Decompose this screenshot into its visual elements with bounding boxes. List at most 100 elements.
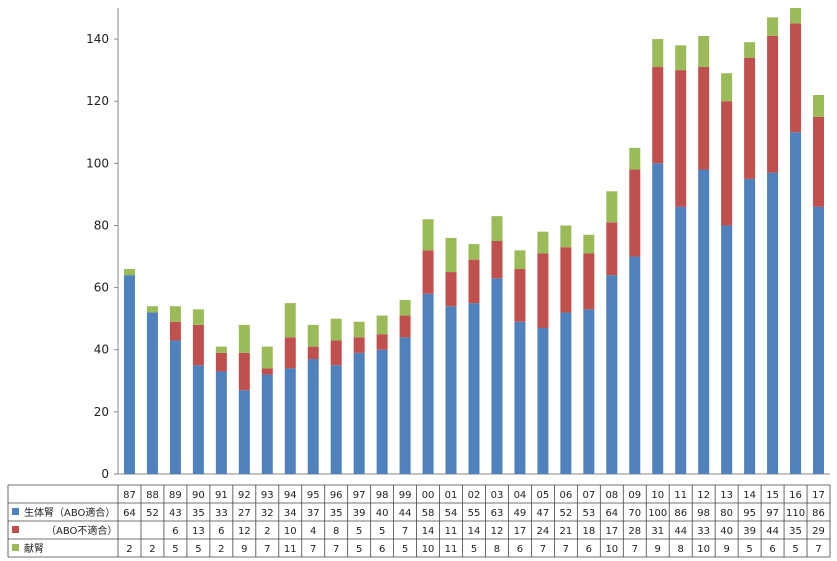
data-label-00-series-2: 10 bbox=[422, 544, 435, 555]
bar-segment-93-series-2 bbox=[261, 346, 273, 369]
data-label-11-series-2: 8 bbox=[678, 544, 684, 555]
data-label-88-series-2: 2 bbox=[149, 544, 155, 555]
data-label-16-series-2: 5 bbox=[792, 544, 798, 555]
legend-label-series-2: 献腎 bbox=[24, 542, 44, 555]
bar-segment-90-series-0 bbox=[192, 365, 204, 474]
data-label-17-series-2: 7 bbox=[815, 544, 821, 555]
bar-segment-13-series-0 bbox=[721, 225, 733, 474]
y-tick-label: 60 bbox=[94, 281, 109, 295]
data-label-97-series-2: 5 bbox=[356, 544, 362, 555]
data-label-03-series-1: 12 bbox=[491, 526, 504, 537]
data-label-03-series-2: 8 bbox=[494, 544, 500, 555]
bar-segment-96-series-1 bbox=[330, 340, 342, 366]
bar-segment-93-series-0 bbox=[261, 374, 273, 474]
x-category-label: 97 bbox=[353, 490, 366, 501]
data-label-10-series-0: 100 bbox=[648, 508, 667, 519]
data-label-92-series-2: 9 bbox=[241, 544, 247, 555]
data-label-93-series-1: 2 bbox=[264, 526, 270, 537]
data-label-11-series-1: 44 bbox=[674, 526, 687, 537]
data-label-05-series-1: 24 bbox=[537, 526, 550, 537]
data-label-90-series-0: 35 bbox=[192, 508, 205, 519]
bar-segment-94-series-1 bbox=[284, 337, 296, 369]
bar-segment-17-series-1 bbox=[813, 116, 825, 207]
data-label-06-series-0: 52 bbox=[560, 508, 573, 519]
data-label-95-series-1: 4 bbox=[310, 526, 316, 537]
data-label-87-series-2: 2 bbox=[126, 544, 132, 555]
data-label-93-series-0: 32 bbox=[261, 508, 274, 519]
bar-segment-05-series-0 bbox=[537, 327, 549, 474]
data-label-00-series-0: 58 bbox=[422, 508, 435, 519]
data-label-90-series-1: 13 bbox=[192, 526, 205, 537]
bar-segment-00-series-2 bbox=[422, 219, 434, 251]
data-label-01-series-1: 11 bbox=[445, 526, 458, 537]
bar-segment-09-series-1 bbox=[629, 169, 641, 257]
bar-segment-02-series-1 bbox=[468, 259, 480, 304]
bar-segment-98-series-2 bbox=[376, 315, 388, 335]
data-label-99-series-2: 5 bbox=[402, 544, 408, 555]
bar-segment-11-series-1 bbox=[675, 70, 687, 207]
bar-segment-14-series-1 bbox=[744, 57, 756, 179]
data-label-89-series-0: 43 bbox=[169, 508, 182, 519]
data-label-15-series-1: 44 bbox=[766, 526, 779, 537]
bar-segment-01-series-0 bbox=[445, 306, 457, 474]
bar-segment-14-series-0 bbox=[744, 178, 756, 474]
data-label-95-series-0: 37 bbox=[307, 508, 320, 519]
bar-segment-03-series-1 bbox=[491, 241, 503, 279]
x-category-label: 87 bbox=[123, 490, 136, 501]
bar-segment-01-series-2 bbox=[445, 237, 457, 273]
bar-segment-07-series-1 bbox=[583, 253, 595, 310]
x-category-label: 07 bbox=[582, 490, 595, 501]
data-label-94-series-0: 34 bbox=[284, 508, 297, 519]
data-label-90-series-2: 5 bbox=[195, 544, 201, 555]
y-tick-label: 140 bbox=[86, 32, 109, 46]
data-label-02-series-2: 5 bbox=[471, 544, 477, 555]
bar-segment-04-series-2 bbox=[514, 250, 526, 269]
x-category-label: 14 bbox=[743, 490, 756, 501]
data-label-13-series-2: 9 bbox=[723, 544, 729, 555]
data-label-08-series-0: 64 bbox=[605, 508, 618, 519]
legend-swatch-series-1 bbox=[12, 526, 19, 533]
data-label-03-series-0: 63 bbox=[491, 508, 504, 519]
bar-segment-08-series-1 bbox=[606, 222, 618, 276]
bar-segment-03-series-2 bbox=[491, 216, 503, 241]
x-category-label: 11 bbox=[674, 490, 687, 501]
bar-segment-12-series-0 bbox=[698, 169, 710, 474]
x-category-label: 93 bbox=[261, 490, 274, 501]
data-label-91-series-1: 6 bbox=[218, 526, 224, 537]
bar-segment-98-series-0 bbox=[376, 349, 388, 474]
bar-segment-01-series-1 bbox=[445, 272, 457, 307]
data-label-07-series-2: 6 bbox=[586, 544, 592, 555]
data-label-16-series-1: 35 bbox=[789, 526, 802, 537]
data-label-06-series-1: 21 bbox=[560, 526, 573, 537]
bar-segment-15-series-0 bbox=[767, 172, 779, 475]
data-label-12-series-2: 10 bbox=[697, 544, 710, 555]
bar-segment-97-series-0 bbox=[353, 352, 365, 474]
bar-segment-00-series-1 bbox=[422, 250, 434, 294]
x-category-label: 08 bbox=[605, 490, 618, 501]
x-category-label: 94 bbox=[284, 490, 297, 501]
bar-segment-13-series-2 bbox=[721, 73, 733, 102]
data-label-91-series-0: 33 bbox=[215, 508, 228, 519]
x-category-label: 91 bbox=[215, 490, 228, 501]
bar-segment-89-series-1 bbox=[169, 321, 181, 341]
y-tick-label: 20 bbox=[94, 405, 109, 419]
bar-segment-13-series-1 bbox=[721, 101, 733, 226]
x-category-label: 15 bbox=[766, 490, 779, 501]
legend-swatch-series-0 bbox=[12, 508, 19, 515]
data-label-92-series-0: 27 bbox=[238, 508, 251, 519]
bar-segment-92-series-1 bbox=[238, 352, 250, 391]
data-label-89-series-2: 5 bbox=[172, 544, 178, 555]
y-tick-label: 0 bbox=[101, 467, 109, 481]
data-label-14-series-2: 5 bbox=[746, 544, 752, 555]
x-category-label: 01 bbox=[445, 490, 458, 501]
legend-label-series-0: 生体腎（ABO適合） bbox=[24, 506, 115, 519]
bar-segment-95-series-0 bbox=[307, 359, 319, 474]
x-category-label: 89 bbox=[169, 490, 182, 501]
bar-segment-91-series-2 bbox=[215, 346, 227, 353]
data-label-12-series-1: 33 bbox=[697, 526, 710, 537]
data-label-09-series-2: 7 bbox=[632, 544, 638, 555]
x-category-label: 09 bbox=[628, 490, 641, 501]
data-label-99-series-0: 44 bbox=[399, 508, 412, 519]
x-category-label: 16 bbox=[789, 490, 802, 501]
